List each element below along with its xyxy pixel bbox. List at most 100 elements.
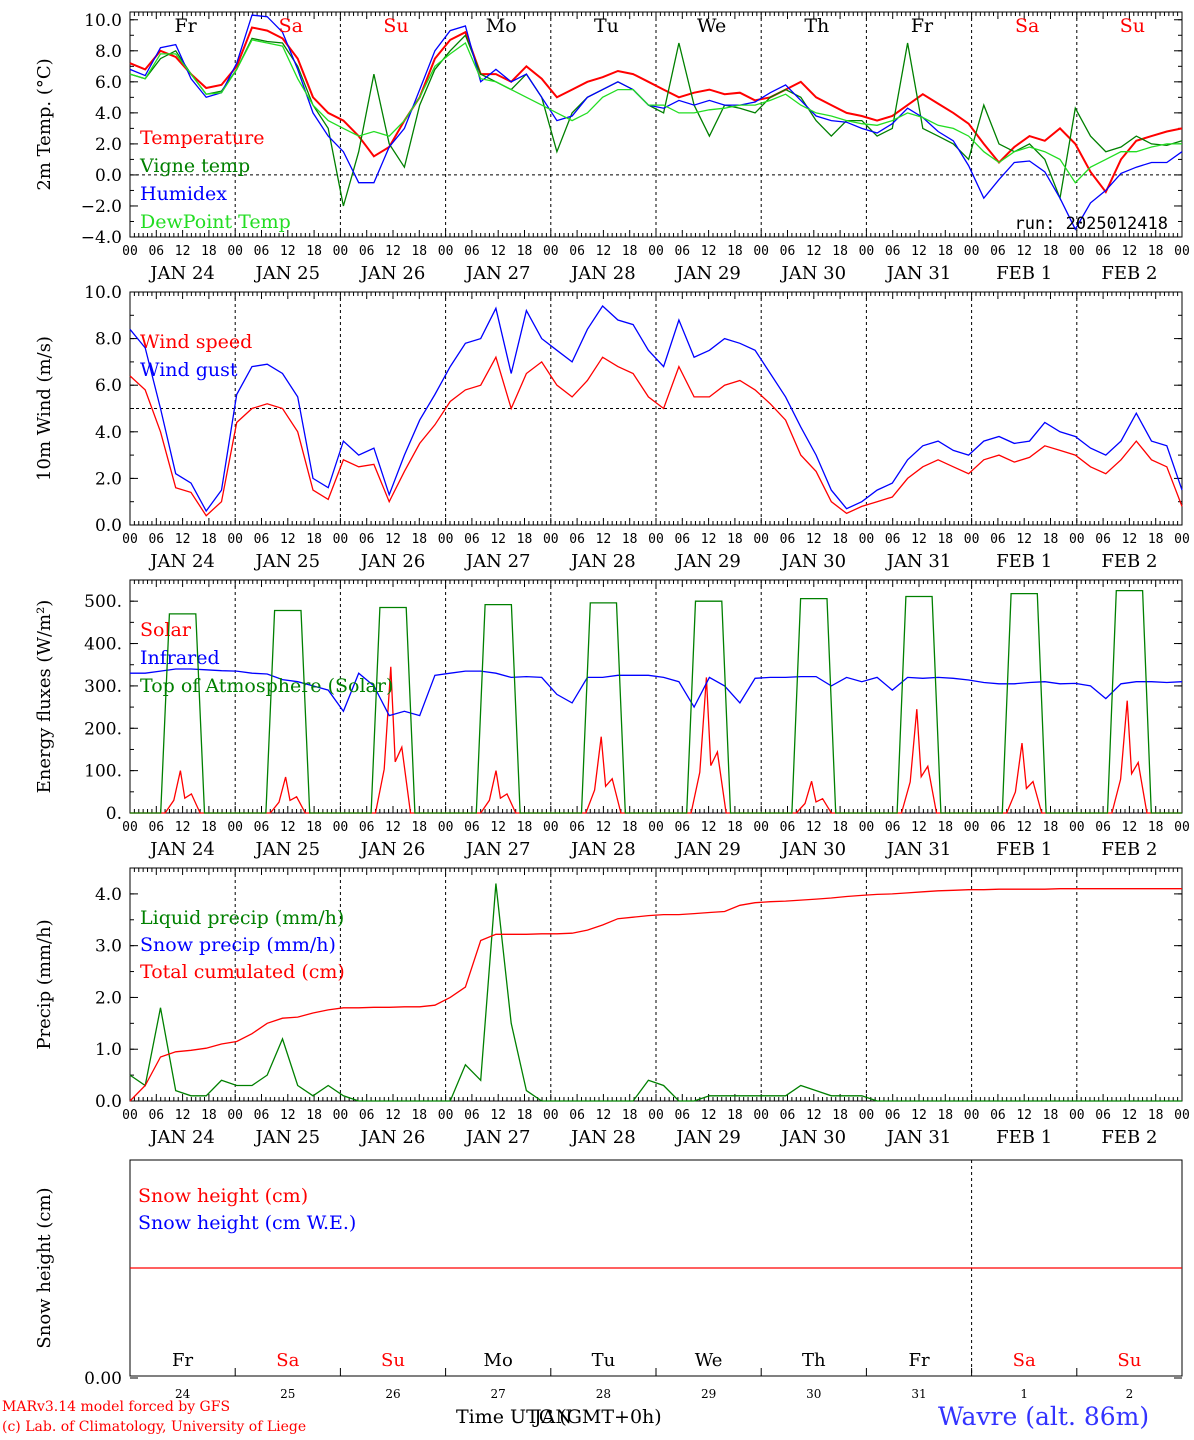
hour-tick-label: 18 — [727, 532, 743, 547]
hour-tick-label: 18 — [622, 532, 638, 547]
hour-tick-label: 00 — [438, 532, 454, 547]
run-label: run: 2025012418 — [1014, 214, 1168, 234]
day-name-bottom: Sa — [1013, 1350, 1036, 1371]
hour-tick-label: 12 — [385, 532, 401, 547]
hour-tick-label: 06 — [990, 820, 1006, 835]
hour-tick-label: 18 — [1148, 532, 1164, 547]
day-name-bottom: Mo — [484, 1350, 513, 1371]
y-tick-label: 1.0 — [95, 1040, 122, 1060]
hour-tick-label: 12 — [280, 1108, 296, 1123]
y-tick-label: 3.0 — [95, 937, 122, 957]
hour-tick-label: 18 — [306, 820, 322, 835]
hour-tick-label: 00 — [543, 532, 559, 547]
hour-tick-label: 06 — [569, 1108, 585, 1123]
hour-tick-label: 06 — [1095, 532, 1111, 547]
y-tick-label: 0.0 — [95, 1092, 122, 1112]
series-line-wind-gust — [129, 305, 1183, 513]
hour-tick-label: 00 — [1069, 532, 1085, 547]
date-label: JAN 26 — [359, 263, 426, 284]
hour-tick-label: 18 — [201, 532, 217, 547]
day-number: 25 — [280, 1387, 295, 1401]
hour-tick-label: 00 — [333, 820, 349, 835]
day-name: Fr — [911, 15, 934, 37]
hour-tick-label: 18 — [306, 1108, 322, 1123]
y-tick-label: 0.0 — [95, 166, 122, 186]
hour-tick-label: 18 — [727, 244, 743, 259]
hour-tick-label: 18 — [622, 244, 638, 259]
hour-tick-label: 06 — [674, 1108, 690, 1123]
hour-tick-label: 12 — [596, 244, 612, 259]
hour-tick-label: 00 — [543, 820, 559, 835]
hour-tick-label: 12 — [701, 820, 717, 835]
hour-tick-label: 00 — [1069, 244, 1085, 259]
hour-tick-label: 06 — [359, 532, 375, 547]
date-label: JAN 27 — [464, 839, 531, 860]
y-tick-label: 0. — [106, 804, 122, 824]
hour-tick-label: 18 — [622, 1108, 638, 1123]
hour-tick-label: 12 — [911, 1108, 927, 1123]
hour-tick-label: 18 — [201, 820, 217, 835]
hour-tick-label: 00 — [438, 1108, 454, 1123]
hour-tick-label: 12 — [911, 532, 927, 547]
hour-tick-label: 00 — [543, 244, 559, 259]
y-tick-label: −2.0 — [81, 197, 122, 217]
hour-tick-label: 00 — [122, 532, 138, 547]
hour-tick-label: 12 — [1016, 820, 1032, 835]
date-label: FEB 2 — [1101, 1127, 1157, 1148]
legend-snow-height-cm-: Snow height (cm) — [138, 1185, 308, 1207]
hour-tick-label: 12 — [1122, 820, 1138, 835]
station-name: Wavre (alt. 86m) — [938, 1402, 1150, 1431]
day-number: 27 — [491, 1387, 506, 1401]
hour-tick-label: 00 — [227, 1108, 243, 1123]
hour-tick-label: 18 — [1148, 1108, 1164, 1123]
legend-wind-speed: Wind speed — [140, 331, 252, 353]
hour-tick-label: 06 — [990, 244, 1006, 259]
date-label: FEB 1 — [996, 839, 1052, 860]
series-line-wind-speed — [129, 355, 1183, 517]
hour-tick-label: 00 — [1069, 820, 1085, 835]
hour-tick-label: 18 — [517, 1108, 533, 1123]
date-label: JAN 24 — [148, 839, 215, 860]
day-name: Fr — [174, 15, 197, 37]
series-line-top-of-atmosphere-solar- — [130, 589, 1182, 814]
hour-tick-label: 00 — [1174, 244, 1190, 259]
hour-tick-label: 00 — [1174, 820, 1190, 835]
hour-tick-label: 00 — [753, 1108, 769, 1123]
hour-tick-label: 06 — [464, 820, 480, 835]
date-label: JAN 26 — [359, 551, 426, 572]
hour-tick-label: 06 — [254, 820, 270, 835]
date-label: FEB 1 — [996, 1127, 1052, 1148]
hour-tick-label: 18 — [1043, 820, 1059, 835]
y-axis-label: 10m Wind (m/s) — [34, 336, 55, 481]
date-label: JAN 26 — [359, 1127, 426, 1148]
hour-tick-label: 06 — [148, 244, 164, 259]
date-label: JAN 31 — [885, 839, 952, 860]
y-tick-label: 500. — [84, 592, 122, 612]
day-number: 26 — [385, 1387, 400, 1401]
day-name: Tu — [594, 15, 619, 37]
legend-humidex: Humidex — [140, 183, 227, 205]
time-axis-label: Time UTC (GMT+0h) — [456, 1406, 662, 1428]
y-tick-label: 200. — [84, 719, 122, 739]
day-name: We — [697, 15, 726, 37]
hour-tick-label: 06 — [464, 532, 480, 547]
hour-tick-label: 06 — [464, 244, 480, 259]
hour-tick-label: 12 — [1016, 532, 1032, 547]
hour-tick-label: 06 — [359, 244, 375, 259]
hour-tick-label: 00 — [648, 532, 664, 547]
hour-tick-label: 06 — [674, 532, 690, 547]
hour-tick-label: 12 — [490, 1108, 506, 1123]
hour-tick-label: 12 — [1122, 244, 1138, 259]
day-name: Mo — [486, 15, 517, 37]
hour-tick-label: 18 — [727, 1108, 743, 1123]
legend-infrared: Infrared — [140, 647, 220, 669]
hour-tick-label: 12 — [701, 244, 717, 259]
legend-snow-height-cm-w-e-: Snow height (cm W.E.) — [138, 1212, 356, 1234]
hour-tick-label: 12 — [596, 532, 612, 547]
hour-tick-label: 06 — [1095, 820, 1111, 835]
legend-temperature: Temperature — [140, 127, 264, 149]
hour-tick-label: 12 — [280, 244, 296, 259]
hour-tick-label: 06 — [885, 532, 901, 547]
date-label: FEB 1 — [996, 551, 1052, 572]
